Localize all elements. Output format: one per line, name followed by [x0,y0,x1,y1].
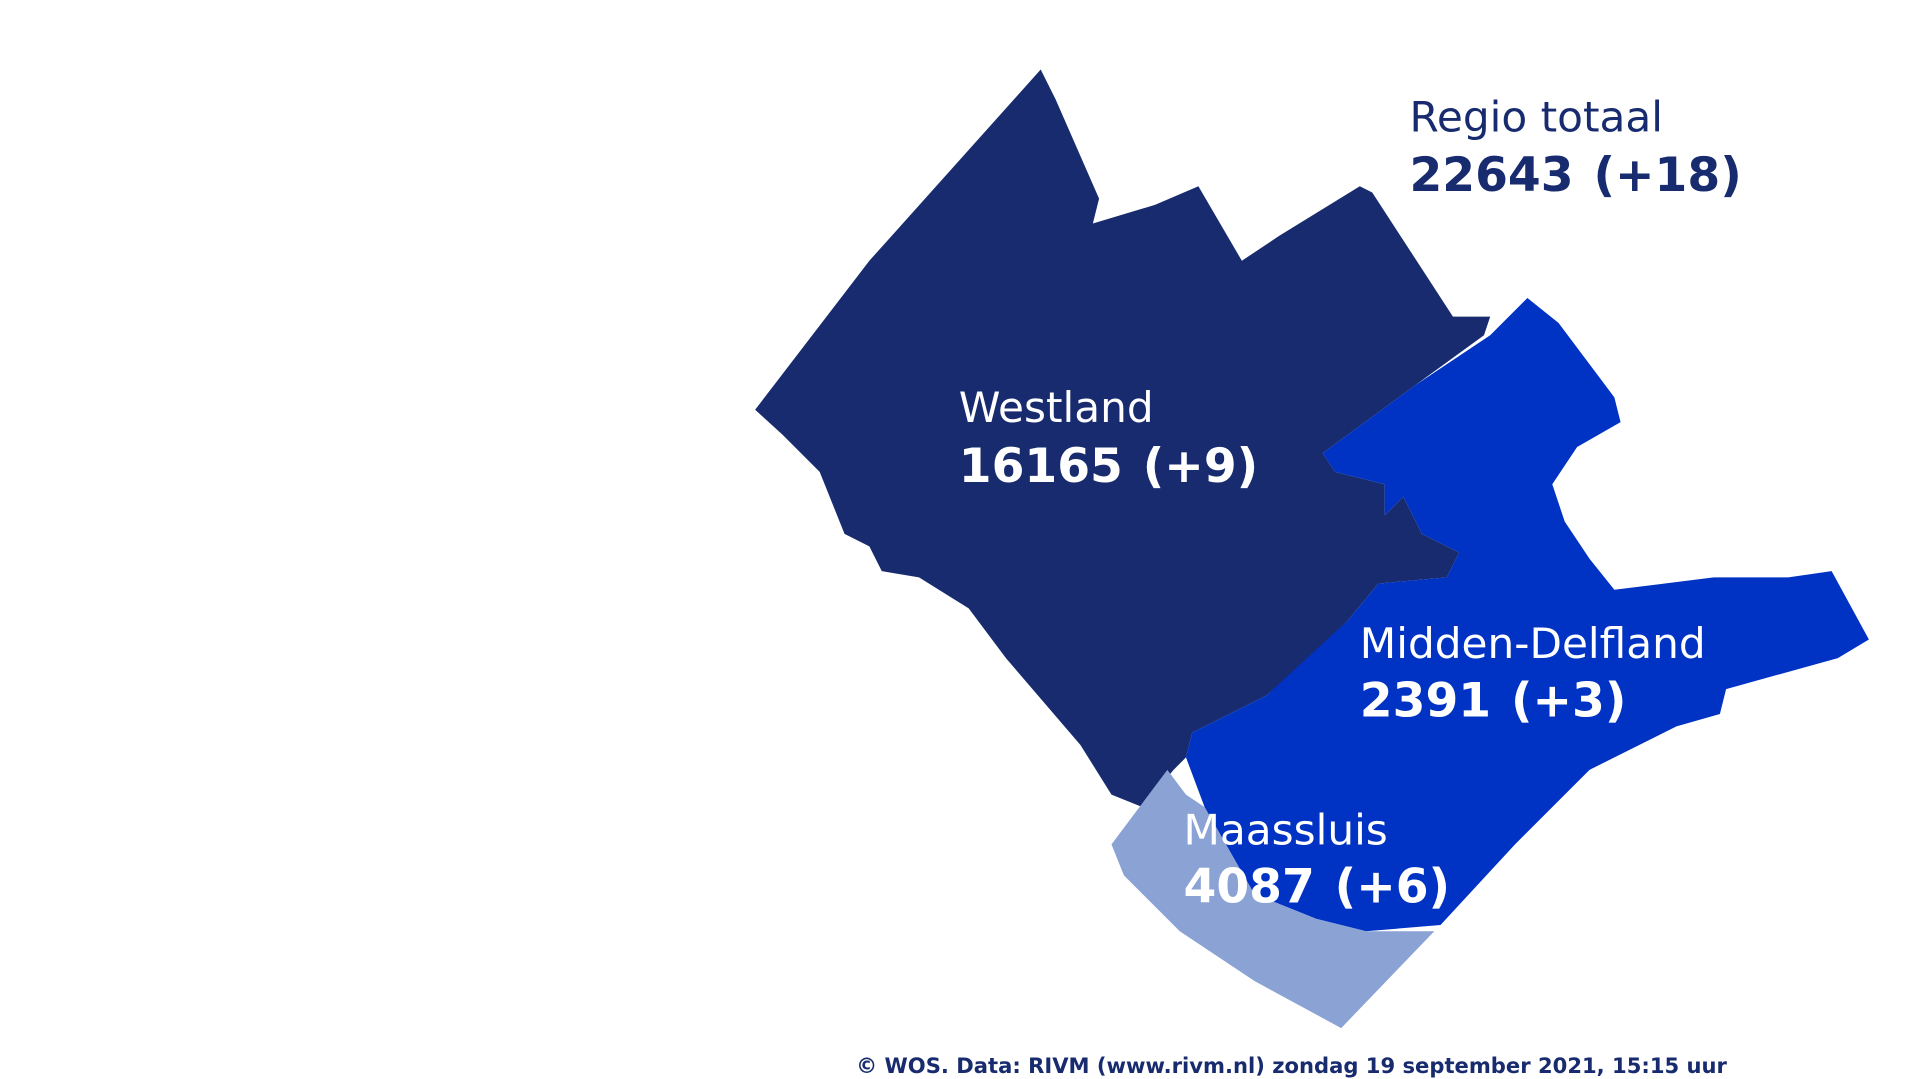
region-change: (+9) [1143,439,1258,494]
total-value: 22643 (+18) [1409,148,1741,203]
region-count: 2391 [1360,673,1491,728]
region-value: 4087 (+6) [1183,860,1450,915]
region-count: 16165 [959,439,1123,494]
region-count: 4087 [1183,860,1314,915]
region-change: (+6) [1335,860,1450,915]
maassluis-area [1111,769,1435,1029]
region-name: Maassluis [1183,805,1387,854]
midden-delfland-area [1185,297,1869,932]
region-change: (+3) [1511,673,1626,728]
region-name: Westland [959,383,1154,432]
total-title: Regio totaal [1409,93,1663,142]
region-value: 2391 (+3) [1360,673,1627,728]
total-change: (+18) [1593,148,1741,203]
westland-area [755,69,1491,808]
region-value: 16165 (+9) [959,439,1258,494]
region-name: Midden-Delfland [1360,619,1706,668]
total-count: 22643 [1409,148,1573,203]
credit: © WOS. Data: RIVM (www.rivm.nl) zondag 1… [856,1053,1727,1078]
